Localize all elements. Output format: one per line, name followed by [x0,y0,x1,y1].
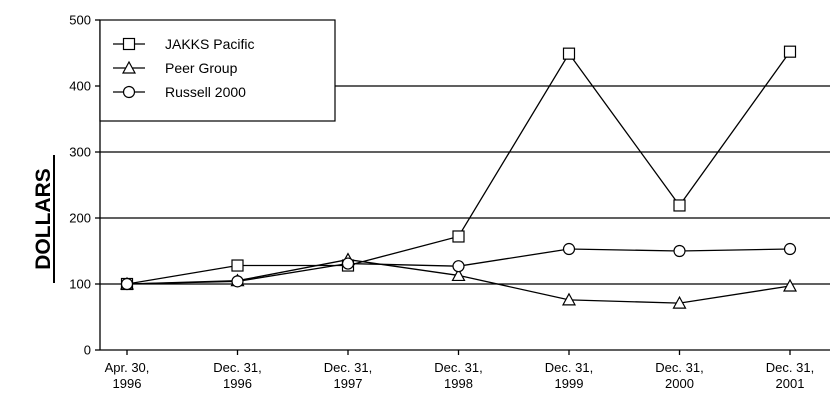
x-tick-label: Dec. 31, 2000 [655,360,703,391]
y-tick-label: 500 [69,13,91,28]
data-point [341,257,355,270]
y-tick-label: 200 [69,211,91,226]
data-point [673,199,686,212]
data-point [231,275,244,288]
legend: JAKKS Pacific Peer Group Russell 2000 [99,19,336,122]
data-point [562,242,576,256]
data-point [672,295,687,309]
x-tick-label: Dec. 31, 1997 [324,360,372,391]
y-axis-label: DOLLARS [32,168,55,270]
data-point [451,268,466,282]
y-ticks: 0 100 200 300 400 500 [69,13,100,358]
x-ticks: Apr. 30, 1996 Dec. 31, 1996 Dec. 31, 1997 Dec.… [105,350,814,391]
legend-label: JAKKS Pacific [165,36,254,52]
x-tick-label: Dec. 31, 1999 [545,360,593,391]
x-tick-label: Dec. 31, 1998 [434,360,482,391]
x-tick-label: Dec. 31, 1996 [213,360,261,391]
x-tick-label: Dec. 31, 2001 [766,360,814,391]
data-point [782,278,798,292]
y-tick-label: 100 [69,277,91,292]
y-tick-label: 0 [84,343,91,358]
data-point [120,277,134,291]
legend-box [99,19,336,122]
data-point [231,259,244,272]
data-point [561,292,577,306]
y-tick-label: 300 [69,145,91,160]
data-point [452,260,465,273]
legend-marker [122,37,136,51]
legend-marker [121,60,137,74]
data-point [452,230,465,243]
data-point [783,45,797,58]
data-point [673,244,686,258]
series-lines [119,45,798,309]
legend-label: Peer Group [165,60,238,76]
x-tick-label: Apr. 30, 1996 [105,360,150,391]
data-point [562,47,576,60]
data-point [783,242,797,256]
y-tick-label: 400 [69,79,91,94]
legend-marker [122,85,136,99]
legend-label: Russell 2000 [165,84,246,100]
